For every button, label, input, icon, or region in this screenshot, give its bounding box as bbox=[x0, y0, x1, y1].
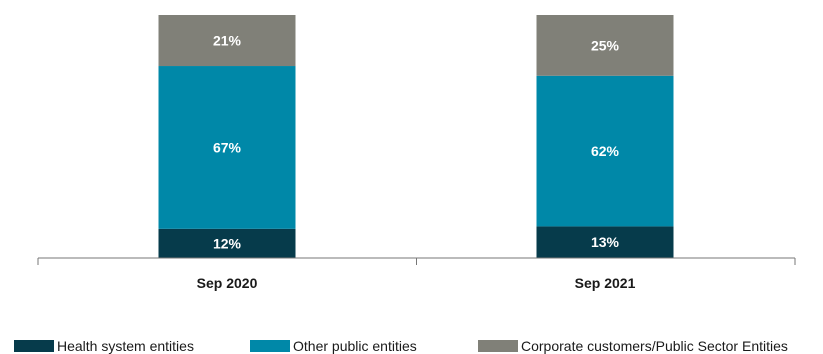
data-label-sep-2021-corporate-customers-public-sector-entities: 25% bbox=[591, 37, 620, 53]
bar-sep-2021-health-system-entities bbox=[536, 226, 674, 258]
legend: Health system entities Other public enti… bbox=[0, 338, 823, 354]
data-label-sep-2020-health-system-entities: 12% bbox=[213, 235, 242, 251]
data-label-sep-2021-health-system-entities: 13% bbox=[591, 234, 620, 250]
legend-item-corporate: Corporate customers/Public Sector Entiti… bbox=[478, 338, 788, 354]
legend-label-corporate: Corporate customers/Public Sector Entiti… bbox=[521, 338, 788, 354]
legend-swatch-health-system bbox=[14, 340, 54, 352]
data-label-sep-2021-other-public-entities: 62% bbox=[591, 143, 620, 159]
x-axis: Sep 2020 Sep 2021 bbox=[37, 257, 796, 291]
bar-sep-2020-corporate-customers-public-sector-entities bbox=[158, 15, 296, 67]
bars-group: 12% 67% 21% 13% 62% 25% bbox=[158, 15, 674, 258]
x-tick-label-sep-2021: Sep 2021 bbox=[575, 275, 636, 291]
bar-sep-2020-other-public-entities bbox=[158, 66, 296, 229]
legend-label-other-public: Other public entities bbox=[293, 338, 417, 354]
legend-item-other-public: Other public entities bbox=[250, 338, 417, 354]
x-tick-label-sep-2020: Sep 2020 bbox=[197, 275, 258, 291]
data-label-sep-2020-other-public-entities: 67% bbox=[213, 139, 242, 155]
legend-swatch-other-public bbox=[250, 340, 290, 352]
data-label-sep-2020-corporate-customers-public-sector-entities: 21% bbox=[213, 33, 242, 49]
legend-label-health-system: Health system entities bbox=[57, 338, 194, 354]
bar-sep-2021-corporate-customers-public-sector-entities bbox=[536, 15, 674, 76]
legend-swatch-corporate bbox=[478, 340, 518, 352]
bar-sep-2021-other-public-entities bbox=[536, 75, 674, 227]
bar-sep-2020-health-system-entities bbox=[158, 228, 296, 258]
legend-item-health-system: Health system entities bbox=[14, 338, 194, 354]
